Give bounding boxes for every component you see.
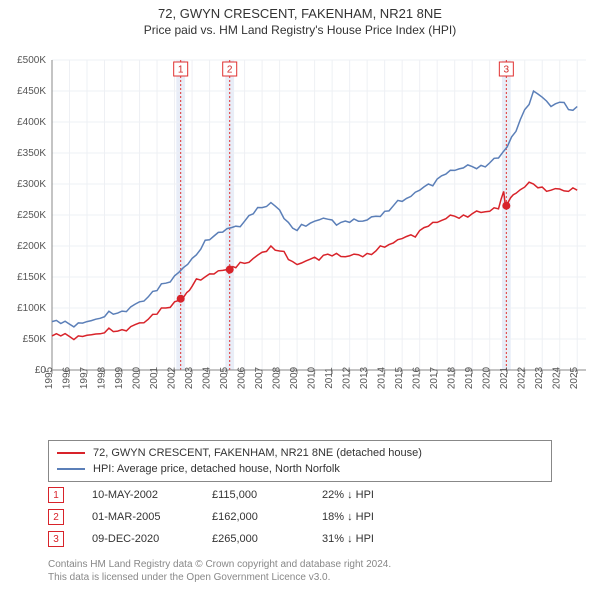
legend-label: 72, GWYN CRESCENT, FAKENHAM, NR21 8NE (d…: [93, 447, 422, 459]
svg-text:2002: 2002: [167, 366, 178, 389]
sale-diff: 31% ↓ HPI: [322, 533, 442, 545]
svg-text:£250K: £250K: [17, 210, 46, 221]
svg-text:2021: 2021: [499, 366, 510, 389]
sale-diff: 18% ↓ HPI: [322, 511, 442, 523]
svg-text:2020: 2020: [482, 366, 493, 389]
svg-text:2008: 2008: [272, 366, 283, 389]
sale-badge: 3: [48, 531, 64, 547]
footer-line-1: Contains HM Land Registry data © Crown c…: [48, 558, 552, 571]
sale-price: £115,000: [212, 489, 322, 501]
legend-swatch: [57, 468, 85, 470]
sale-row: 3 09-DEC-2020£265,00031% ↓ HPI: [48, 528, 552, 550]
svg-text:1996: 1996: [62, 366, 73, 389]
sale-date: 10-MAY-2002: [92, 489, 212, 501]
svg-text:£200K: £200K: [17, 241, 46, 252]
svg-text:3: 3: [504, 65, 510, 76]
svg-text:2003: 2003: [184, 366, 195, 389]
svg-text:£400K: £400K: [17, 117, 46, 128]
svg-text:2023: 2023: [534, 366, 545, 389]
page-title: 72, GWYN CRESCENT, FAKENHAM, NR21 8NE: [0, 6, 600, 21]
svg-text:2011: 2011: [324, 367, 335, 389]
svg-text:£100K: £100K: [17, 303, 46, 314]
svg-text:2018: 2018: [447, 366, 458, 389]
sale-price: £265,000: [212, 533, 322, 545]
svg-text:2013: 2013: [359, 366, 370, 389]
svg-text:2007: 2007: [254, 366, 265, 389]
svg-text:£300K: £300K: [17, 179, 46, 190]
svg-text:2022: 2022: [517, 366, 528, 389]
price-chart: £0£50K£100K£150K£200K£250K£300K£350K£400…: [0, 50, 600, 410]
legend-swatch: [57, 452, 85, 454]
chart-svg: £0£50K£100K£150K£200K£250K£300K£350K£400…: [0, 50, 600, 410]
sale-date: 01-MAR-2005: [92, 511, 212, 523]
svg-text:2014: 2014: [377, 366, 388, 389]
svg-text:2009: 2009: [289, 366, 300, 389]
footer-line-2: This data is licensed under the Open Gov…: [48, 571, 552, 584]
page-subtitle: Price paid vs. HM Land Registry's House …: [0, 23, 600, 37]
legend-label: HPI: Average price, detached house, Nort…: [93, 463, 340, 475]
sale-diff: 22% ↓ HPI: [322, 489, 442, 501]
svg-text:2000: 2000: [132, 366, 143, 389]
legend-item: HPI: Average price, detached house, Nort…: [57, 461, 543, 477]
legend-item: 72, GWYN CRESCENT, FAKENHAM, NR21 8NE (d…: [57, 445, 543, 461]
svg-text:£50K: £50K: [23, 334, 47, 345]
sales-history: 1 10-MAY-2002£115,00022% ↓ HPI 2 01-MAR-200…: [48, 484, 552, 550]
svg-text:£500K: £500K: [17, 55, 46, 66]
svg-text:2010: 2010: [307, 366, 318, 389]
legend: 72, GWYN CRESCENT, FAKENHAM, NR21 8NE (d…: [48, 440, 552, 482]
svg-text:1: 1: [178, 65, 184, 76]
sale-badge: 2: [48, 509, 64, 525]
svg-text:2025: 2025: [569, 366, 580, 389]
svg-text:2017: 2017: [429, 366, 440, 389]
svg-text:£450K: £450K: [17, 86, 46, 97]
sale-price: £162,000: [212, 511, 322, 523]
sale-date: 09-DEC-2020: [92, 533, 212, 545]
svg-text:1997: 1997: [79, 366, 90, 389]
svg-text:2: 2: [227, 65, 233, 76]
attribution-footer: Contains HM Land Registry data © Crown c…: [48, 558, 552, 584]
svg-text:2001: 2001: [149, 366, 160, 389]
svg-text:£350K: £350K: [17, 148, 46, 159]
svg-text:2004: 2004: [202, 366, 213, 389]
svg-text:2006: 2006: [237, 366, 248, 389]
svg-text:2019: 2019: [464, 366, 475, 389]
svg-text:2016: 2016: [412, 366, 423, 389]
svg-text:£150K: £150K: [17, 272, 46, 283]
svg-text:2005: 2005: [219, 366, 230, 389]
svg-text:2024: 2024: [552, 366, 563, 389]
svg-text:1998: 1998: [97, 366, 108, 389]
svg-text:2015: 2015: [394, 366, 405, 389]
sale-badge: 1: [48, 487, 64, 503]
svg-text:2012: 2012: [342, 366, 353, 389]
svg-text:1995: 1995: [44, 366, 55, 389]
sale-row: 2 01-MAR-2005£162,00018% ↓ HPI: [48, 506, 552, 528]
svg-text:1999: 1999: [114, 366, 125, 389]
sale-row: 1 10-MAY-2002£115,00022% ↓ HPI: [48, 484, 552, 506]
